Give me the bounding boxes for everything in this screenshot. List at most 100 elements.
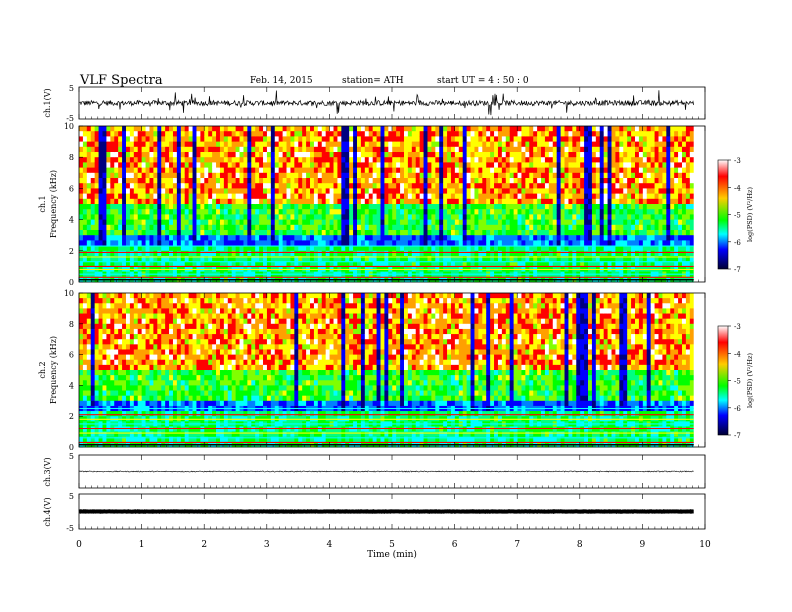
- spec1-cell: [149, 198, 154, 205]
- spec1-cell: [106, 146, 111, 153]
- spec1-cell: [235, 162, 240, 168]
- spec1-cell: [615, 256, 620, 262]
- spec1-cell: [494, 224, 499, 231]
- spec1-cell: [599, 193, 605, 200]
- spec1-cell: [118, 131, 123, 137]
- spec1-cell: [157, 131, 162, 137]
- spec1-cell: [290, 250, 295, 257]
- spec2-cell: [110, 293, 115, 299]
- spec1-cell: [129, 256, 135, 262]
- spec1-cell: [568, 162, 573, 168]
- spec1-cell: [588, 183, 593, 189]
- spec1-cell: [317, 141, 323, 148]
- spec1-cell: [497, 188, 503, 194]
- spec1-cell: [513, 178, 518, 184]
- spec1-cell: [631, 209, 636, 215]
- spec1-cell: [184, 214, 190, 220]
- spec1-cell: [658, 256, 663, 262]
- spec1-cell: [415, 146, 421, 153]
- spec1-cell: [345, 250, 350, 257]
- spec1-cell: [161, 204, 166, 210]
- spec1-cell: [454, 162, 460, 168]
- spec1-cell: [145, 126, 150, 132]
- spec1-cell: [462, 126, 468, 132]
- spec1-cell: [165, 146, 170, 153]
- spec1-cell: [110, 152, 115, 158]
- spec1-cell: [200, 256, 205, 262]
- spec1-cell: [110, 126, 115, 132]
- spec1-cell: [509, 141, 515, 148]
- spec1-cell: [388, 146, 393, 153]
- spec1-cell: [580, 126, 585, 132]
- spec1-cell: [631, 157, 636, 163]
- spec1-cell: [419, 209, 424, 215]
- spec1-cell: [372, 162, 377, 168]
- spec1-cell: [79, 126, 84, 132]
- spec1-cell: [635, 162, 640, 168]
- spec1-cell: [349, 188, 354, 194]
- spec1-cell: [298, 198, 303, 205]
- spec1-cell: [486, 235, 491, 241]
- spec1-cell: [325, 209, 330, 215]
- spec1-cell: [255, 256, 260, 262]
- spec1-cell: [447, 204, 452, 210]
- spec1-cell: [533, 245, 538, 252]
- spec1-cell: [204, 204, 209, 210]
- spec1-cell: [552, 157, 558, 163]
- spec1-cell: [529, 204, 534, 210]
- spec1-cell: [654, 256, 659, 262]
- spec1-cell: [290, 126, 295, 132]
- spec1-cell: [149, 167, 154, 174]
- spec1-cell: [310, 162, 315, 168]
- spec1-cell: [611, 178, 616, 184]
- spec1-cell: [79, 172, 84, 179]
- spec1-cell: [423, 214, 428, 220]
- spec1-cell: [548, 235, 554, 241]
- spec1-cell: [384, 126, 389, 132]
- spec2-cell: [82, 364, 88, 371]
- spec1-cell: [360, 167, 366, 174]
- spec1-cell: [282, 152, 287, 158]
- spec1-cell: [521, 245, 526, 252]
- spec1-cell: [145, 183, 150, 189]
- spec1-cell: [642, 250, 648, 257]
- spec1-cell: [255, 219, 260, 226]
- spec1-cell: [90, 141, 96, 148]
- spec1-cell: [435, 219, 440, 226]
- spec1-cell: [678, 219, 683, 226]
- spec1-cell: [129, 126, 135, 132]
- spec1-cell: [161, 167, 166, 174]
- spec1-cell: [317, 250, 323, 257]
- spec1-cell: [392, 214, 397, 220]
- spec1-cell: [443, 162, 448, 168]
- spec1-cell: [345, 261, 350, 267]
- spec1-cell: [611, 183, 616, 189]
- spec1-cell: [329, 250, 334, 257]
- spec1-cell: [368, 209, 374, 215]
- spec1-cell: [588, 219, 593, 226]
- spec1-cell: [86, 167, 92, 174]
- spec1-cell: [584, 183, 589, 189]
- spec1-cell: [396, 219, 401, 226]
- spec1-cell: [357, 183, 362, 189]
- spec1-cell: [106, 131, 111, 137]
- spec1-cell: [501, 240, 507, 246]
- spec1-cell: [439, 136, 444, 142]
- spec1-cell: [219, 224, 225, 231]
- spec1-cell: [454, 204, 460, 210]
- spec1-cell: [145, 178, 150, 184]
- spec1-cell: [125, 204, 131, 210]
- spec1-cell: [180, 250, 186, 257]
- spec1-cell: [122, 167, 127, 174]
- spec1-cell: [141, 209, 146, 215]
- spec1-cell: [145, 141, 150, 148]
- spec1-cell: [294, 146, 299, 153]
- spec1-cell: [533, 204, 538, 210]
- spec1-cell: [286, 157, 291, 163]
- spec1-cell: [670, 183, 675, 189]
- spec1-cell: [670, 198, 675, 205]
- spec1-cell: [325, 235, 330, 241]
- spec1-cell: [666, 183, 671, 189]
- spec1-cell: [494, 261, 499, 267]
- spec1-cell: [212, 250, 217, 257]
